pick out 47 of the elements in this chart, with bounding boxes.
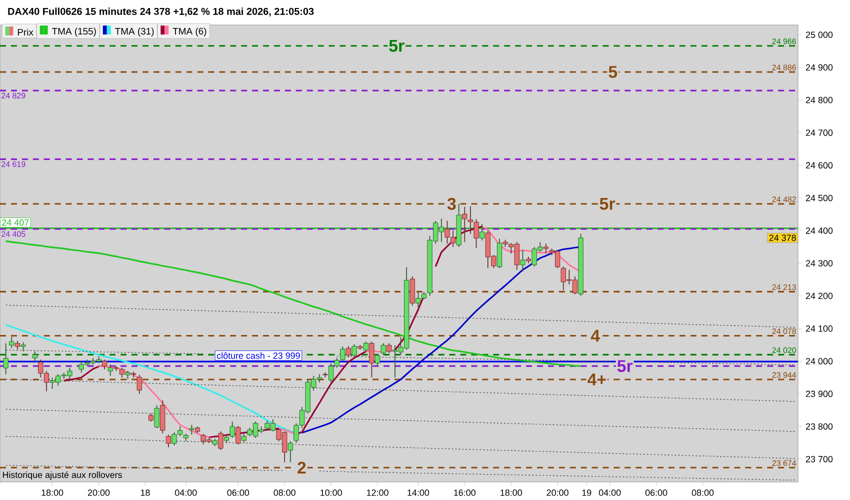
- x-tick-label: 04:00: [598, 489, 621, 496]
- annotation: 3: [447, 198, 456, 210]
- x-tick-label: 10:00: [320, 489, 342, 496]
- chart-title: DAX40 Full0626 15 minutes 24 378 +1,62 % 18 mai 2026, 21:05:03: [8, 8, 314, 16]
- annotation: 5: [608, 66, 618, 78]
- annotation: 5r: [600, 198, 616, 210]
- x-tick-label: 20:00: [546, 489, 568, 496]
- y-tick-label: 23 900: [806, 390, 833, 398]
- x-tick-label: 18:00: [42, 489, 64, 496]
- y-tick-label: 24 500: [806, 194, 833, 202]
- y-tick-label: 24 700: [806, 130, 833, 136]
- x-tick-label: 18:00: [500, 489, 522, 496]
- x-tick-label: 19: [582, 489, 592, 496]
- x-tick-label: 08:00: [274, 489, 296, 496]
- annotation: 24 378: [769, 234, 796, 241]
- annotation: 4: [590, 330, 600, 342]
- y-tick-label: 23 800: [806, 423, 833, 430]
- annotation: 5r: [389, 40, 404, 52]
- y-tick-label: 23 700: [806, 456, 833, 462]
- y-tick-label: 24 300: [806, 260, 833, 266]
- legend-label: TMA (6): [172, 28, 206, 36]
- legend-label: TMA (155): [52, 28, 96, 36]
- y-tick-label: 24 800: [806, 96, 833, 104]
- x-tick-label: 20:00: [88, 489, 110, 496]
- y-tick-label: 24 900: [806, 64, 833, 71]
- x-tick-label: 06:00: [645, 489, 668, 496]
- x-tick-label: 18: [140, 489, 150, 496]
- annotation: 4+: [588, 374, 606, 386]
- y-tick-label: 24 000: [806, 358, 833, 364]
- ref-line-label: clôture cash - 23 999: [216, 352, 300, 359]
- x-tick-label: 16:00: [454, 489, 476, 496]
- y-tick-label: 24 600: [806, 162, 833, 169]
- x-tick-label: 14:00: [408, 489, 430, 496]
- y-tick-label: 25 000: [806, 32, 833, 38]
- x-tick-label: 04:00: [174, 489, 197, 496]
- y-tick-label: 24 400: [806, 227, 833, 234]
- y-tick-label: 24 100: [806, 325, 833, 332]
- ref-line-label: 24 407: [2, 219, 29, 226]
- y-tick-label: 24 200: [806, 292, 833, 300]
- legend-label: TMA (31): [115, 28, 154, 36]
- legend-label: Prix: [18, 28, 34, 36]
- annotation: 5r: [617, 360, 633, 372]
- x-tick-label: 06:00: [227, 489, 249, 496]
- annotation: Historique ajusté aux rollovers: [2, 471, 122, 480]
- x-tick-label: 12:00: [366, 489, 388, 496]
- annotation: 2: [298, 462, 306, 474]
- x-tick-label: 08:00: [692, 489, 714, 496]
